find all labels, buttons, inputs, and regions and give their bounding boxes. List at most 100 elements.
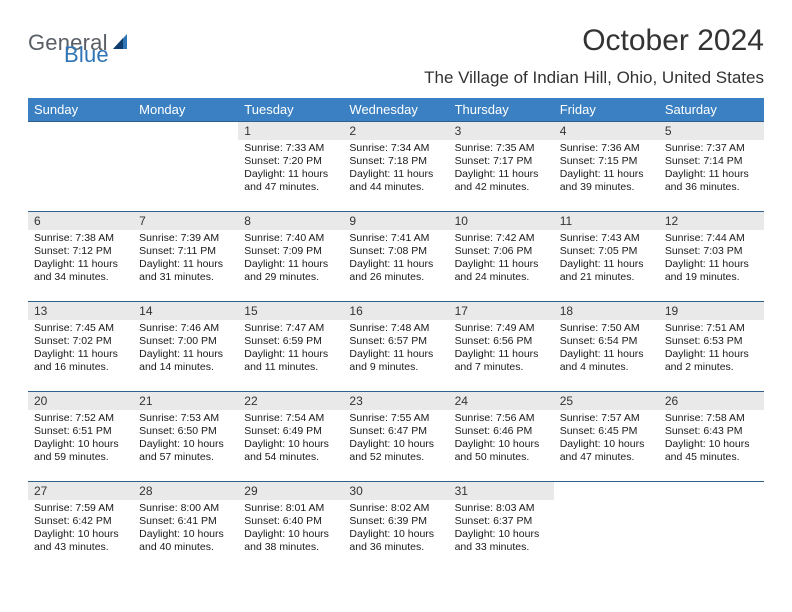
calendar-day-body: Sunrise: 7:42 AMSunset: 7:06 PMDaylight:… [449,230,554,289]
calendar-day-cell: 16Sunrise: 7:48 AMSunset: 6:57 PMDayligh… [343,302,448,392]
calendar-empty-cell [659,482,764,572]
calendar-head: SundayMondayTuesdayWednesdayThursdayFrid… [28,98,764,122]
page-subtitle: The Village of Indian Hill, Ohio, United… [28,68,764,88]
calendar-day-number: 28 [133,482,238,500]
calendar-day-number: 31 [449,482,554,500]
calendar-day-cell: 3Sunrise: 7:35 AMSunset: 7:17 PMDaylight… [449,122,554,212]
calendar-day-header: Thursday [449,98,554,122]
calendar-day-number: 8 [238,212,343,230]
calendar-day-number: 10 [449,212,554,230]
calendar-day-body: Sunrise: 7:34 AMSunset: 7:18 PMDaylight:… [343,140,448,199]
calendar-day-body: Sunrise: 8:03 AMSunset: 6:37 PMDaylight:… [449,500,554,559]
calendar-day-number: 22 [238,392,343,410]
calendar-day-cell: 6Sunrise: 7:38 AMSunset: 7:12 PMDaylight… [28,212,133,302]
page: General October 2024 Blue The Village of… [0,0,792,572]
calendar-day-body: Sunrise: 7:36 AMSunset: 7:15 PMDaylight:… [554,140,659,199]
calendar-day-number: 4 [554,122,659,140]
calendar-day-header: Sunday [28,98,133,122]
calendar-day-cell: 9Sunrise: 7:41 AMSunset: 7:08 PMDaylight… [343,212,448,302]
calendar-day-number: 29 [238,482,343,500]
calendar-day-cell: 25Sunrise: 7:57 AMSunset: 6:45 PMDayligh… [554,392,659,482]
calendar-day-body: Sunrise: 7:59 AMSunset: 6:42 PMDaylight:… [28,500,133,559]
calendar-day-cell: 21Sunrise: 7:53 AMSunset: 6:50 PMDayligh… [133,392,238,482]
calendar-day-body: Sunrise: 7:40 AMSunset: 7:09 PMDaylight:… [238,230,343,289]
calendar-day-body: Sunrise: 7:45 AMSunset: 7:02 PMDaylight:… [28,320,133,379]
calendar-day-cell: 26Sunrise: 7:58 AMSunset: 6:43 PMDayligh… [659,392,764,482]
calendar-day-body: Sunrise: 7:43 AMSunset: 7:05 PMDaylight:… [554,230,659,289]
logo-word2: Blue [28,42,109,68]
calendar-day-body: Sunrise: 7:49 AMSunset: 6:56 PMDaylight:… [449,320,554,379]
calendar-day-body: Sunrise: 7:37 AMSunset: 7:14 PMDaylight:… [659,140,764,199]
calendar-day-body: Sunrise: 7:33 AMSunset: 7:20 PMDaylight:… [238,140,343,199]
calendar-day-body: Sunrise: 7:48 AMSunset: 6:57 PMDaylight:… [343,320,448,379]
calendar-day-cell: 12Sunrise: 7:44 AMSunset: 7:03 PMDayligh… [659,212,764,302]
calendar-day-number: 19 [659,302,764,320]
calendar-day-number: 11 [554,212,659,230]
calendar-day-number: 26 [659,392,764,410]
calendar-day-cell: 19Sunrise: 7:51 AMSunset: 6:53 PMDayligh… [659,302,764,392]
calendar-day-number: 14 [133,302,238,320]
calendar-day-number: 27 [28,482,133,500]
calendar-day-cell: 28Sunrise: 8:00 AMSunset: 6:41 PMDayligh… [133,482,238,572]
calendar-day-cell: 4Sunrise: 7:36 AMSunset: 7:15 PMDaylight… [554,122,659,212]
calendar-day-body: Sunrise: 7:41 AMSunset: 7:08 PMDaylight:… [343,230,448,289]
calendar-body: 1Sunrise: 7:33 AMSunset: 7:20 PMDaylight… [28,122,764,572]
calendar-day-body: Sunrise: 7:54 AMSunset: 6:49 PMDaylight:… [238,410,343,469]
calendar-day-body: Sunrise: 7:55 AMSunset: 6:47 PMDaylight:… [343,410,448,469]
calendar-day-body: Sunrise: 7:56 AMSunset: 6:46 PMDaylight:… [449,410,554,469]
calendar-day-body: Sunrise: 7:39 AMSunset: 7:11 PMDaylight:… [133,230,238,289]
calendar-day-number: 15 [238,302,343,320]
calendar-day-cell: 27Sunrise: 7:59 AMSunset: 6:42 PMDayligh… [28,482,133,572]
calendar-day-number: 23 [343,392,448,410]
calendar-day-cell: 22Sunrise: 7:54 AMSunset: 6:49 PMDayligh… [238,392,343,482]
calendar-day-cell: 2Sunrise: 7:34 AMSunset: 7:18 PMDaylight… [343,122,448,212]
calendar-table: SundayMondayTuesdayWednesdayThursdayFrid… [28,98,764,572]
calendar-day-number: 3 [449,122,554,140]
calendar-day-number: 17 [449,302,554,320]
calendar-day-cell: 8Sunrise: 7:40 AMSunset: 7:09 PMDaylight… [238,212,343,302]
calendar-day-number: 24 [449,392,554,410]
calendar-day-header: Wednesday [343,98,448,122]
calendar-day-number: 12 [659,212,764,230]
calendar-day-body: Sunrise: 8:00 AMSunset: 6:41 PMDaylight:… [133,500,238,559]
calendar-day-cell: 10Sunrise: 7:42 AMSunset: 7:06 PMDayligh… [449,212,554,302]
sail-icon [110,31,132,56]
calendar-day-header: Tuesday [238,98,343,122]
calendar-day-number: 16 [343,302,448,320]
calendar-day-number: 9 [343,212,448,230]
calendar-day-cell: 23Sunrise: 7:55 AMSunset: 6:47 PMDayligh… [343,392,448,482]
calendar-day-cell: 30Sunrise: 8:02 AMSunset: 6:39 PMDayligh… [343,482,448,572]
calendar-day-cell: 13Sunrise: 7:45 AMSunset: 7:02 PMDayligh… [28,302,133,392]
calendar-day-body: Sunrise: 7:58 AMSunset: 6:43 PMDaylight:… [659,410,764,469]
calendar-day-header: Saturday [659,98,764,122]
calendar-day-body: Sunrise: 8:02 AMSunset: 6:39 PMDaylight:… [343,500,448,559]
calendar-day-body: Sunrise: 7:51 AMSunset: 6:53 PMDaylight:… [659,320,764,379]
calendar-day-body: Sunrise: 7:44 AMSunset: 7:03 PMDaylight:… [659,230,764,289]
calendar-day-body: Sunrise: 7:35 AMSunset: 7:17 PMDaylight:… [449,140,554,199]
calendar-day-number: 5 [659,122,764,140]
calendar-day-cell: 29Sunrise: 8:01 AMSunset: 6:40 PMDayligh… [238,482,343,572]
calendar-empty-cell [28,122,133,212]
calendar-day-number: 2 [343,122,448,140]
calendar-day-header: Monday [133,98,238,122]
calendar-day-number: 30 [343,482,448,500]
calendar-day-cell: 15Sunrise: 7:47 AMSunset: 6:59 PMDayligh… [238,302,343,392]
calendar-empty-cell [133,122,238,212]
calendar-day-number: 21 [133,392,238,410]
calendar-day-cell: 17Sunrise: 7:49 AMSunset: 6:56 PMDayligh… [449,302,554,392]
calendar-day-cell: 7Sunrise: 7:39 AMSunset: 7:11 PMDaylight… [133,212,238,302]
calendar-day-number: 7 [133,212,238,230]
calendar-day-number: 20 [28,392,133,410]
calendar-day-number: 1 [238,122,343,140]
calendar-day-number: 25 [554,392,659,410]
calendar-day-cell: 20Sunrise: 7:52 AMSunset: 6:51 PMDayligh… [28,392,133,482]
calendar-day-cell: 5Sunrise: 7:37 AMSunset: 7:14 PMDaylight… [659,122,764,212]
calendar-day-body: Sunrise: 7:47 AMSunset: 6:59 PMDaylight:… [238,320,343,379]
calendar-empty-cell [554,482,659,572]
calendar-day-cell: 31Sunrise: 8:03 AMSunset: 6:37 PMDayligh… [449,482,554,572]
calendar-day-body: Sunrise: 7:50 AMSunset: 6:54 PMDaylight:… [554,320,659,379]
calendar-day-cell: 14Sunrise: 7:46 AMSunset: 7:00 PMDayligh… [133,302,238,392]
calendar-day-body: Sunrise: 7:57 AMSunset: 6:45 PMDaylight:… [554,410,659,469]
page-title: October 2024 [582,24,764,58]
calendar-day-cell: 24Sunrise: 7:56 AMSunset: 6:46 PMDayligh… [449,392,554,482]
